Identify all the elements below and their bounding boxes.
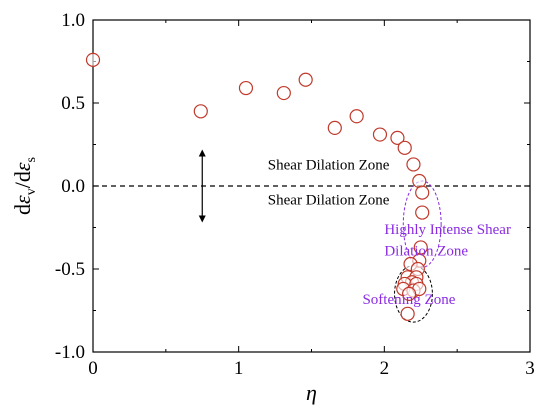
ylabel-d: d <box>10 204 35 215</box>
data-point <box>193 104 208 119</box>
ylabel-sub-v: v <box>24 188 39 195</box>
annotation-0: Shear Dilation Zone <box>268 157 390 173</box>
annotation-1: Shear Dilation Zone <box>268 192 390 208</box>
x-axis-label: η <box>306 380 317 405</box>
data-point <box>406 157 421 172</box>
arrow-down-head <box>198 215 206 223</box>
annotations: Shear Dilation Zone Shear Dilation Zone Hi… <box>268 157 511 307</box>
x-tick-label: 1 <box>234 358 244 379</box>
annotation-4: Softening Zone <box>362 292 455 308</box>
y-tick-label: -1.0 <box>55 342 85 363</box>
data-point <box>412 173 427 189</box>
data-point <box>349 109 364 124</box>
ylabel-epsilon: ε <box>10 162 35 171</box>
data-points <box>85 52 430 321</box>
data-point <box>415 205 430 220</box>
ylabel-slash-d: /d <box>10 171 35 188</box>
annotation-3: Dilation Zone <box>384 244 468 260</box>
x-tick-label: 0 <box>88 358 98 379</box>
data-point <box>238 80 254 96</box>
ylabel-sub-s: s <box>24 157 39 162</box>
axes: 0 1 2 3 1.0 0.5 0.0 -0.5 -1.0 <box>55 10 535 379</box>
data-point <box>400 306 415 321</box>
data-point <box>390 130 405 145</box>
y-tick-label: 1.0 <box>61 10 85 31</box>
y-tick-label: -0.5 <box>55 259 85 280</box>
y-tick-label: 0.0 <box>61 176 85 197</box>
data-point <box>327 120 342 136</box>
data-point <box>372 127 388 142</box>
y-tick-label: 0.5 <box>61 93 85 114</box>
data-point <box>397 140 412 155</box>
x-tick-label: 2 <box>380 358 390 379</box>
data-point <box>276 85 291 101</box>
data-point <box>85 52 101 67</box>
data-point <box>401 286 417 301</box>
arrow-up-head <box>198 149 206 157</box>
annotation-2: Highly Intense Shear <box>384 222 511 238</box>
x-tick-label: 3 <box>525 358 535 379</box>
ylabel-epsilon: ε <box>10 195 35 204</box>
data-point <box>298 72 313 87</box>
dilation-arrow <box>198 149 206 223</box>
y-axis-label: dεv/dεs <box>10 157 39 215</box>
data-point <box>415 185 430 200</box>
